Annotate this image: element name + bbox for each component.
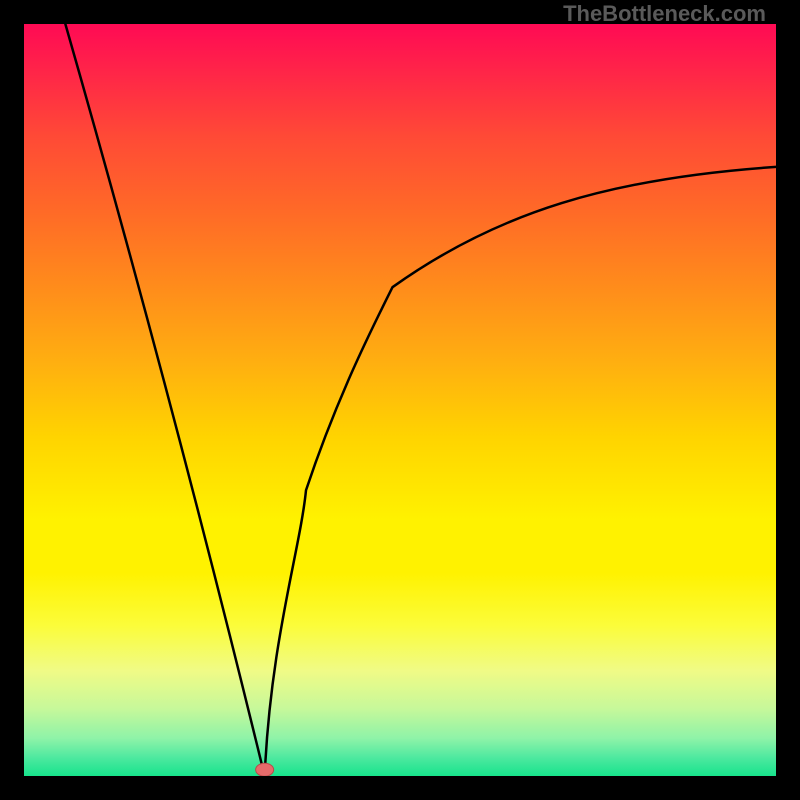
chart-container: TheBottleneck.com bbox=[0, 0, 800, 800]
plot-area bbox=[24, 24, 776, 776]
watermark-text: TheBottleneck.com bbox=[563, 1, 766, 27]
gradient-background bbox=[24, 24, 776, 776]
